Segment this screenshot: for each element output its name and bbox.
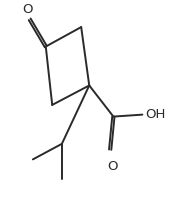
- Text: O: O: [107, 160, 118, 173]
- Text: OH: OH: [145, 108, 165, 121]
- Text: O: O: [22, 3, 32, 16]
